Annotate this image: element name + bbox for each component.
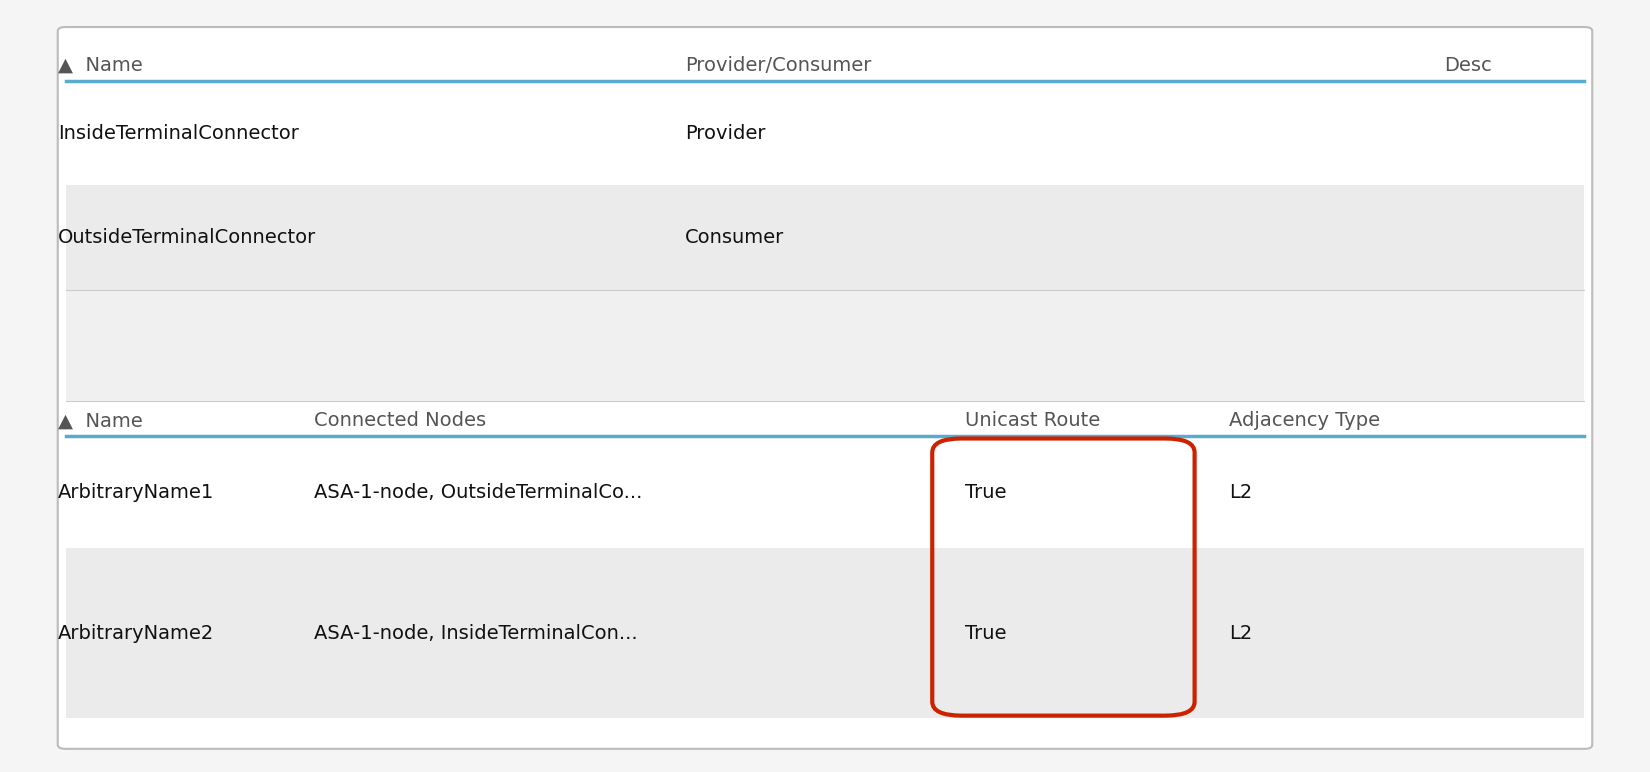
FancyBboxPatch shape <box>58 27 1592 749</box>
Text: ASA-1-node, OutsideTerminalCo...: ASA-1-node, OutsideTerminalCo... <box>314 482 642 502</box>
Text: OutsideTerminalConnector: OutsideTerminalConnector <box>58 228 317 247</box>
Text: ▲  Name: ▲ Name <box>58 56 142 75</box>
Text: Desc: Desc <box>1444 56 1492 75</box>
Bar <box>66 31 1584 81</box>
Text: InsideTerminalConnector: InsideTerminalConnector <box>58 124 299 143</box>
Text: L2: L2 <box>1229 624 1252 642</box>
Bar <box>66 548 1584 718</box>
Text: ArbitraryName1: ArbitraryName1 <box>58 482 214 502</box>
Bar <box>66 401 1584 436</box>
Text: Provider: Provider <box>685 124 766 143</box>
Text: Provider/Consumer: Provider/Consumer <box>685 56 871 75</box>
Text: Consumer: Consumer <box>685 228 784 247</box>
Bar <box>66 81 1584 185</box>
Bar <box>66 436 1584 548</box>
Text: ▲  Name: ▲ Name <box>58 411 142 430</box>
Text: True: True <box>965 624 1006 642</box>
Text: ArbitraryName2: ArbitraryName2 <box>58 624 214 642</box>
Text: Connected Nodes: Connected Nodes <box>314 411 485 430</box>
Bar <box>66 290 1584 401</box>
Text: ASA-1-node, InsideTerminalCon...: ASA-1-node, InsideTerminalCon... <box>314 624 637 642</box>
Text: L2: L2 <box>1229 482 1252 502</box>
Text: Unicast Route: Unicast Route <box>965 411 1101 430</box>
Text: Adjacency Type: Adjacency Type <box>1229 411 1381 430</box>
Bar <box>66 185 1584 290</box>
Text: True: True <box>965 482 1006 502</box>
